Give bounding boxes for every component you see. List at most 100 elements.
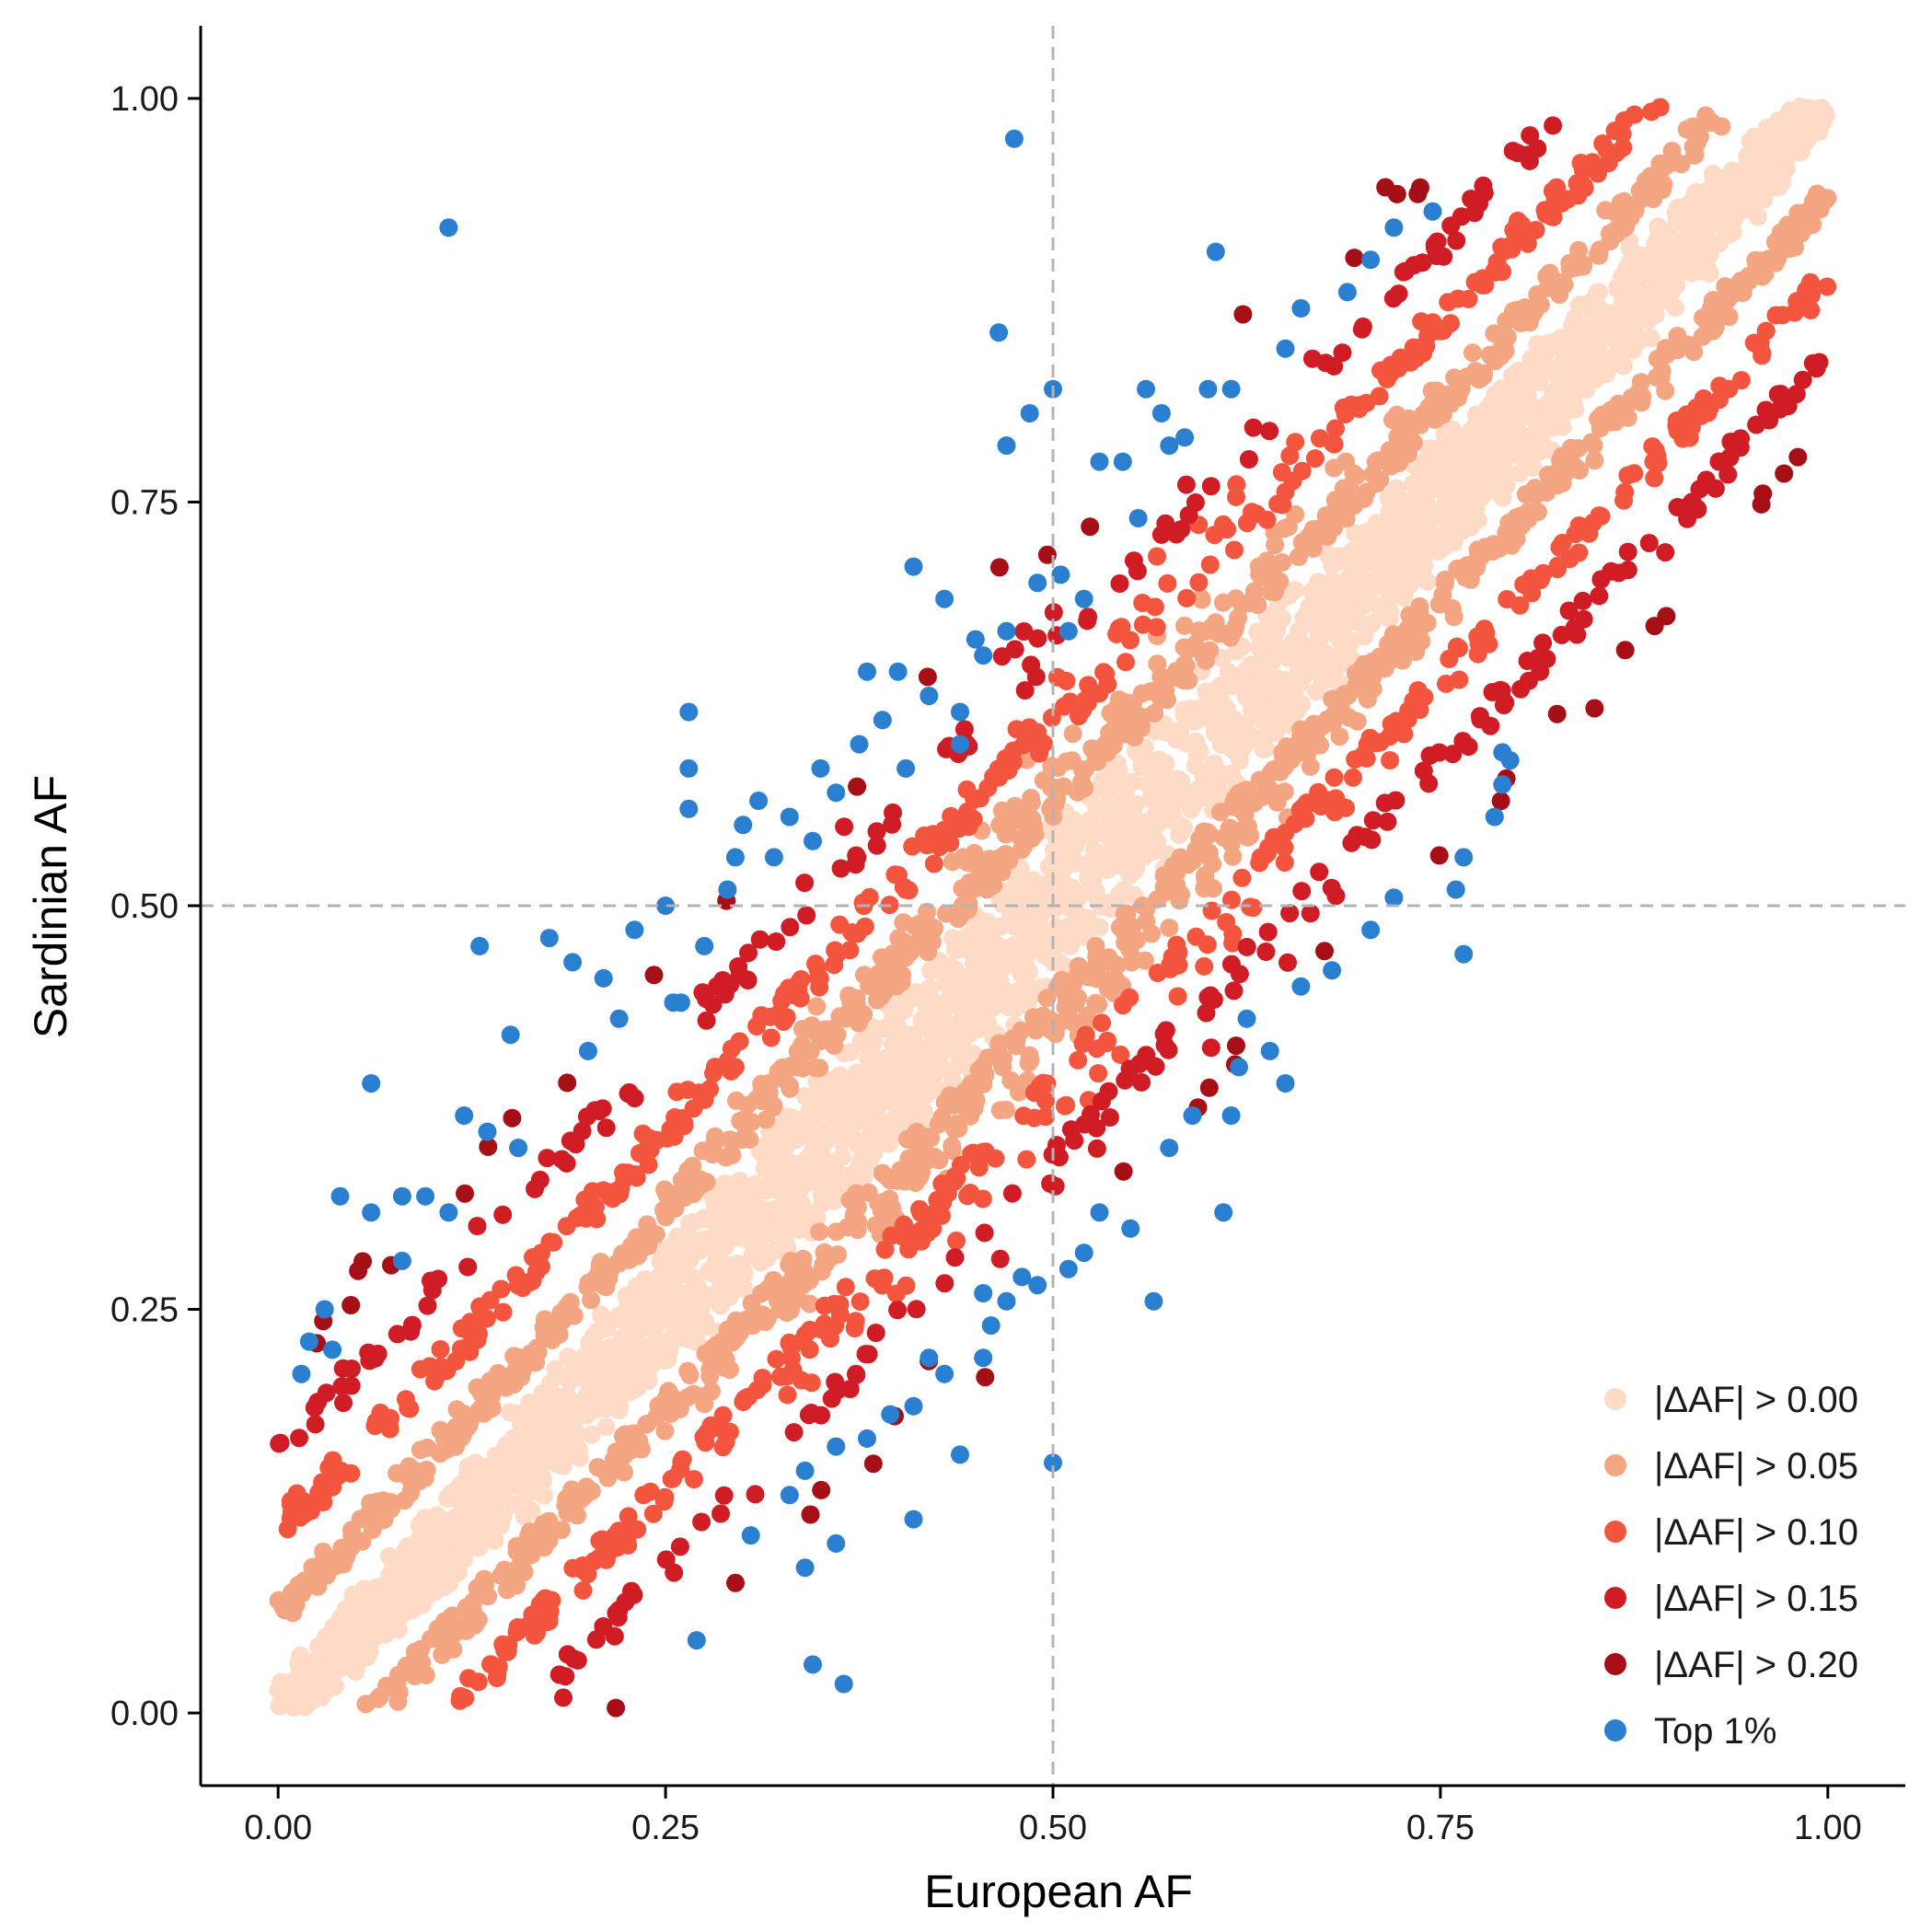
data-point [1030,744,1049,763]
data-point [730,1032,749,1051]
data-point [525,1625,544,1645]
data-point [447,1400,467,1419]
data-point [697,1011,716,1030]
data-point [1404,434,1423,452]
x-tick-label: 0.00 [244,1809,312,1847]
data-point [1310,429,1329,448]
data-point [1411,178,1429,197]
data-point [1332,548,1351,566]
reference-lines [201,26,1905,1786]
data-point [1404,338,1423,357]
data-point [701,1416,721,1435]
data-point [1201,1038,1221,1058]
data-point [522,1545,541,1565]
data-point [863,1454,883,1474]
data-point [888,662,908,681]
data-point [1073,760,1092,780]
data-point [508,1355,527,1374]
data-point [837,1009,855,1028]
data-point [811,758,830,778]
data-point [1022,789,1041,807]
data-point [965,790,984,809]
data-point [846,855,865,874]
data-point [1301,582,1321,601]
data-point [995,980,1014,1000]
data-point [1012,1021,1031,1040]
data-point [1175,428,1195,447]
data-point [1529,648,1548,667]
data-point [578,1556,597,1576]
data-point [318,1566,337,1585]
data-point [573,1369,593,1388]
data-point [1575,179,1594,198]
series-2-points [269,106,1837,1714]
data-point [1497,311,1516,330]
data-point [860,1051,879,1070]
data-point [1083,871,1103,890]
data-point [824,1118,843,1138]
data-point [353,1252,373,1271]
data-point [815,1296,834,1315]
data-point [771,1197,791,1216]
data-point [342,1359,361,1378]
data-point [1074,589,1093,608]
data-point [974,1284,993,1302]
data-point [1710,376,1730,396]
data-point [1475,419,1494,438]
data-point [564,1353,584,1372]
data-point [1015,681,1035,700]
data-point [873,711,892,730]
data-point [1113,452,1132,471]
data-point [1699,307,1718,326]
data-point [800,1294,819,1313]
data-point [923,1075,943,1094]
data-point [1116,653,1135,672]
data-point [1441,314,1460,333]
data-point [1119,706,1139,725]
data-point [1609,563,1628,583]
data-point [277,1686,296,1706]
data-point [1547,704,1567,723]
data-point [392,1186,411,1206]
data-point [997,436,1016,456]
data-point [1223,924,1243,943]
data-point [1509,212,1527,230]
data-point [757,1135,776,1154]
data-point [725,848,745,867]
data-point [1371,470,1390,490]
data-point [1405,256,1424,275]
data-point [1518,145,1537,165]
data-point [1174,638,1194,657]
data-point [1186,840,1206,860]
data-point [1586,287,1605,306]
data-point [295,1668,314,1687]
data-point [975,1223,994,1243]
data-point [1502,239,1521,259]
data-point [281,1491,300,1510]
data-point [1124,795,1143,815]
data-point [1768,249,1787,268]
data-point [1775,464,1794,483]
data-point [550,1325,569,1344]
data-point [1630,180,1649,200]
data-point [1012,1267,1032,1287]
data-point [1249,557,1268,576]
data-point [1232,868,1252,887]
data-point [949,1056,968,1075]
data-point [780,807,799,827]
x-axis-title: European AF [924,1866,1193,1917]
data-point [1621,208,1640,227]
data-point [1685,219,1705,238]
data-point [1177,588,1197,607]
data-point [878,960,897,979]
data-point [1136,951,1154,970]
data-point [1383,625,1403,644]
data-point [815,1314,834,1334]
data-point [1523,457,1543,477]
data-point [847,1364,865,1383]
data-point [644,966,664,985]
data-point [461,1325,480,1344]
data-point [1073,1034,1093,1053]
data-point [1181,706,1200,725]
data-point [1050,929,1070,948]
